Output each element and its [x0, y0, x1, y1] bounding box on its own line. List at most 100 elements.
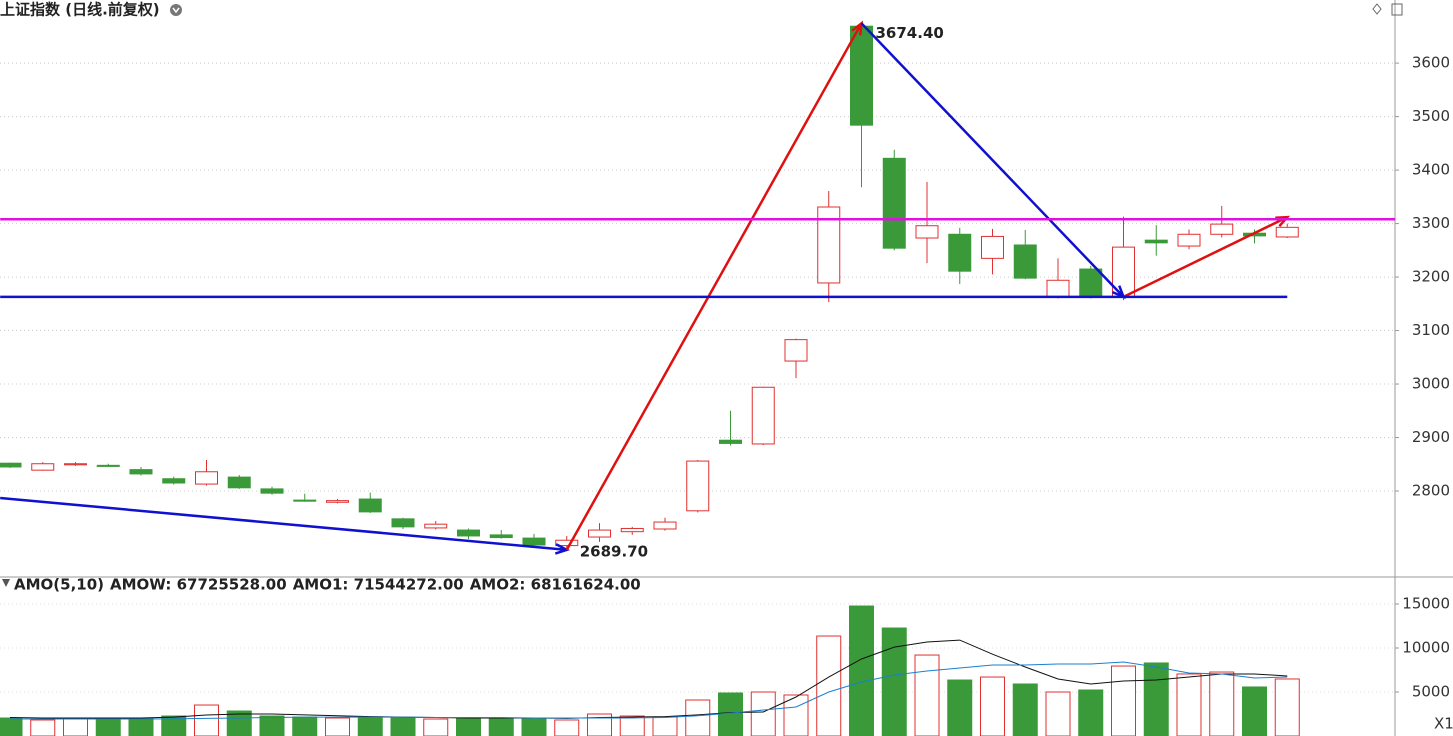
- candle-body: [817, 206, 841, 284]
- candle-body: [981, 235, 1004, 259]
- candle-body: [1177, 233, 1201, 247]
- volume-bar: [1242, 686, 1267, 736]
- candle-body: [1046, 279, 1070, 298]
- volume-bar: [63, 717, 88, 736]
- y-tick-label: 3100: [1412, 321, 1450, 339]
- candle-body: [358, 498, 382, 513]
- volume-bar: [947, 679, 973, 736]
- candle-body: [686, 460, 710, 512]
- candle-body: [555, 539, 579, 547]
- volume-bar: [750, 691, 776, 736]
- candle-body: [195, 471, 218, 485]
- candle-body: [260, 488, 284, 494]
- candle-body: [751, 386, 775, 445]
- drawn-line: [1122, 216, 1288, 298]
- candle-body: [653, 521, 677, 530]
- volume-bar: [914, 654, 940, 736]
- candle-body: [1013, 244, 1037, 279]
- volume-bar: [1045, 691, 1071, 736]
- volume-bar: [357, 717, 383, 736]
- chart-title: 上证指数 (日线.前复权): [0, 1, 160, 19]
- candle-body: [162, 478, 186, 484]
- volume-bar: [456, 717, 481, 736]
- candle-body: [391, 518, 415, 528]
- y-tick-label: 3600: [1412, 54, 1450, 72]
- y-tick-label: 3400: [1412, 161, 1450, 179]
- candle-body: [1079, 268, 1103, 298]
- volume-bar: [1111, 665, 1136, 736]
- candle-body: [882, 157, 906, 249]
- ma-line: [10, 661, 1288, 720]
- ma-line: [9, 639, 1288, 719]
- candle-body: [457, 529, 480, 537]
- volume-bar: [1078, 689, 1104, 736]
- candle-body: [850, 25, 873, 126]
- legend-entry: AMOW: 67725528.00: [110, 576, 287, 594]
- drawn-line: [860, 22, 1125, 298]
- legend-entry: AMO(5,10): [14, 576, 104, 594]
- volume-bar: [95, 717, 121, 736]
- volume-bar: [194, 704, 219, 736]
- volume-bar: [423, 718, 449, 736]
- y-tick-label: 3000: [1412, 375, 1450, 393]
- y-tick-label: 10000: [1402, 638, 1450, 656]
- volume-bar: [718, 692, 743, 736]
- y-tick-label: 2800: [1412, 482, 1450, 500]
- volume-bar: [1274, 678, 1300, 736]
- arrow-head: [1275, 215, 1291, 228]
- y-tick-label: 3300: [1412, 214, 1450, 232]
- candle-body: [0, 462, 22, 468]
- volume-bar: [783, 694, 809, 736]
- candle-body: [227, 476, 251, 489]
- legend-entry: AMO1: 71544272.00: [293, 576, 464, 594]
- candle-body: [588, 529, 611, 538]
- volume-bar: [488, 717, 514, 736]
- volume-bar: [980, 676, 1005, 736]
- volume-bar: [30, 719, 56, 736]
- volume-bar: [554, 719, 580, 736]
- y-tick-label: 15000: [1402, 594, 1450, 612]
- candle-body: [1144, 239, 1168, 244]
- high-label: 3674.40: [876, 24, 944, 42]
- volume-bar: [816, 635, 842, 736]
- volume-bar: [1012, 683, 1038, 736]
- volume-bar: [325, 717, 350, 736]
- legend-entry: AMO2: 68161624.00: [470, 576, 641, 594]
- diamond-icon[interactable]: [1372, 3, 1382, 15]
- volume-bar: [521, 717, 547, 736]
- panel-icon[interactable]: [1391, 3, 1403, 16]
- title-menu-icon[interactable]: [170, 4, 182, 16]
- candle-body: [522, 537, 546, 546]
- low-label: 2689.70: [580, 543, 648, 561]
- volume-bar: [1176, 673, 1202, 736]
- unit-label: X1万: [1434, 715, 1453, 733]
- volume-bar: [292, 716, 318, 736]
- volume-bar: [652, 716, 678, 736]
- candle-body: [31, 463, 55, 471]
- candle-body: [424, 523, 448, 529]
- volume-bar: [1143, 662, 1169, 736]
- volume-bar: [1209, 671, 1235, 736]
- volume-bar: [849, 605, 874, 736]
- volume-bar: [619, 715, 645, 736]
- drawn-line: [0, 496, 567, 552]
- volume-bar: [226, 710, 252, 736]
- candle-body: [293, 499, 317, 502]
- volume-bar: [685, 699, 711, 736]
- candle-body: [326, 500, 349, 503]
- candle-body: [784, 339, 808, 362]
- y-tick-label: 2900: [1412, 428, 1450, 446]
- y-tick-label: 3200: [1412, 268, 1450, 286]
- y-tick-label: 5000: [1412, 682, 1450, 700]
- volume-bar: [587, 713, 612, 736]
- candle-body: [1210, 223, 1234, 235]
- candle-body: [489, 534, 513, 539]
- volume-bar: [881, 627, 907, 736]
- candle-body: [1275, 226, 1299, 238]
- indicator-menu-icon[interactable]: [2, 579, 10, 587]
- candle-body: [948, 233, 972, 272]
- title-menu-arrow: [172, 7, 180, 14]
- candle-body: [129, 469, 153, 475]
- volume-bar: [0, 717, 23, 736]
